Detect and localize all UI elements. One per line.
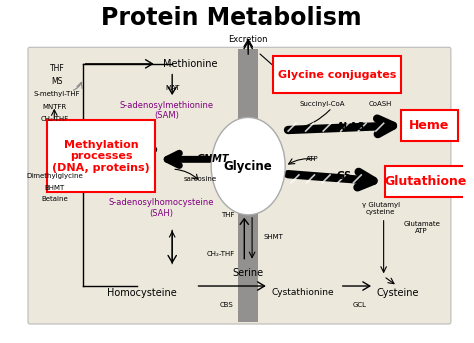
Ellipse shape [211,117,285,215]
Text: γ Glutamyl
cysteine: γ Glutamyl cysteine [362,202,400,215]
Text: BHMT: BHMT [44,185,64,191]
Text: CH₂-THF: CH₂-THF [40,116,68,122]
Text: MNTFR: MNTFR [42,104,66,110]
Text: MS: MS [52,77,63,86]
Text: Betaine: Betaine [41,196,68,202]
Text: S-adenosylhomocysteine
(SAH): S-adenosylhomocysteine (SAH) [109,198,214,218]
Text: CBS: CBS [220,301,234,308]
Text: ATP: ATP [306,156,319,162]
Text: SHMT: SHMT [264,234,283,240]
Text: Methylation
processes
(DNA, proteins): Methylation processes (DNA, proteins) [52,140,150,173]
Text: THF: THF [50,64,64,73]
Text: Glutathione: Glutathione [384,175,467,188]
Text: Cystathionine: Cystathionine [272,288,334,297]
Text: CH₂-THF: CH₂-THF [206,251,235,257]
Text: Excretion: Excretion [228,35,268,44]
Text: CoASH: CoASH [369,101,392,107]
Text: sarcosine: sarcosine [184,176,217,182]
Text: Succinyl-CoA: Succinyl-CoA [300,101,345,107]
Text: Protein Metabolism: Protein Metabolism [101,6,362,30]
Text: Glycine: Glycine [224,159,273,173]
Text: Serine: Serine [233,268,264,279]
Text: Dimethylglycine: Dimethylglycine [26,173,82,179]
Text: Homocysteine: Homocysteine [107,288,177,298]
Text: Methionine: Methionine [164,59,218,69]
FancyBboxPatch shape [273,56,401,93]
Bar [238,49,258,322]
FancyBboxPatch shape [28,47,451,324]
Text: S-adenosylmethionine
(SAM): S-adenosylmethionine (SAM) [119,101,213,120]
Text: Glycine conjugates: Glycine conjugates [278,70,396,80]
Text: Glutamate
ATP: Glutamate ATP [403,221,440,234]
Text: GNMT: GNMT [197,154,229,164]
Text: Heme: Heme [409,119,450,132]
Text: MAT: MAT [165,85,180,91]
Text: GS: GS [336,171,351,181]
Text: GCL: GCL [352,301,366,308]
Text: S-methyl-THF: S-methyl-THF [34,91,81,97]
Text: Cysteine: Cysteine [376,288,419,298]
Text: THF: THF [221,212,235,218]
FancyBboxPatch shape [47,120,155,192]
FancyBboxPatch shape [384,166,466,197]
Text: ALAS: ALAS [337,122,365,132]
FancyBboxPatch shape [401,110,458,141]
